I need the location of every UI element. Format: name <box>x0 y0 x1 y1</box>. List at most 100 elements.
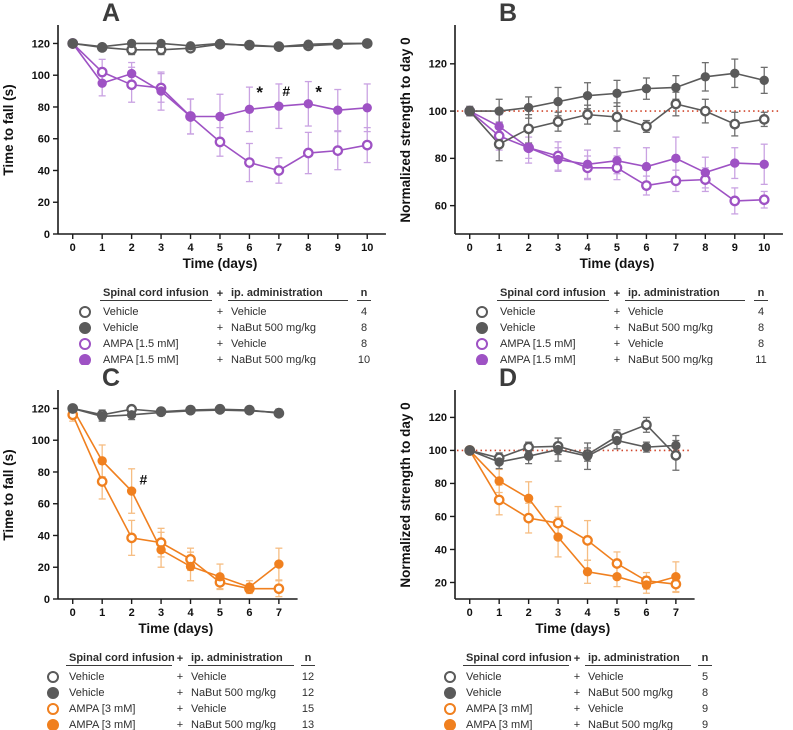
legend-infusion: AMPA [1.5 mM] <box>103 338 179 350</box>
y-tick-label: 80 <box>435 153 447 165</box>
legend-n-value: 9 <box>701 719 709 730</box>
data-point-marker <box>670 98 682 110</box>
data-point-marker <box>523 512 534 524</box>
data-point-marker <box>126 486 137 496</box>
legend-header-n: n <box>301 652 315 666</box>
data-point-marker <box>126 79 137 91</box>
legend-header-row: Spinal cord infusion + ip. administration n <box>467 285 793 302</box>
legend-header-row: Spinal cord infusion + ip. administration n <box>40 650 397 667</box>
x-axis-title: Time (days) <box>138 621 213 636</box>
filled-circle-marker-icon <box>444 719 456 730</box>
open-circle-marker-icon <box>476 338 488 350</box>
legend-plus: + <box>176 703 184 715</box>
data-point-marker <box>156 407 166 418</box>
data-point-marker <box>97 78 107 88</box>
x-tick-label: 0 <box>467 242 473 254</box>
legend-header-administration: ip. administration <box>188 652 294 666</box>
data-point-marker <box>156 545 166 555</box>
series-line <box>469 450 676 585</box>
legend-infusion: AMPA [3 mM] <box>69 719 136 730</box>
legend-row: Vehicle + Vehicle 5 <box>437 669 793 685</box>
data-point-marker <box>494 476 504 486</box>
chart-d: D 20 40 60 80 100 120 0 1 2 3 4 5 6 7 Normalized streng… <box>398 365 695 636</box>
panel-b: B 60 80 100 120 0 1 2 3 4 5 6 7 8 9 10 Normalized streng… <box>397 0 793 365</box>
filled-circle-marker-icon <box>47 719 59 730</box>
x-tick-label: 2 <box>129 607 135 619</box>
data-point-marker <box>670 175 682 187</box>
series-line <box>469 449 677 586</box>
data-point-marker <box>759 75 769 86</box>
x-tick-label: 1 <box>99 242 105 254</box>
data-point-marker <box>332 145 344 156</box>
data-point-marker <box>244 41 255 51</box>
data-point-marker <box>611 111 623 123</box>
chart-c: C 0 20 40 60 80 100 120 0 1 2 3 4 5 6 7 Time to fall (s)… <box>1 365 298 636</box>
panel-label: C <box>102 365 120 392</box>
legend-administration: Vehicle <box>231 338 267 350</box>
x-tick-label: 10 <box>758 242 770 254</box>
data-point-marker <box>758 114 770 125</box>
legend-infusion: AMPA [1.5 mM] <box>500 354 576 365</box>
x-tick-label: 2 <box>526 607 532 619</box>
y-tick-label: 40 <box>38 165 50 177</box>
panel-d: D 20 40 60 80 100 120 0 1 2 3 4 5 6 7 Normalized streng… <box>397 365 793 730</box>
legend-header-infusion: Spinal cord infusion <box>463 652 572 666</box>
y-tick-label: 40 <box>435 544 447 556</box>
y-tick-label: 120 <box>429 59 447 71</box>
data-point-marker <box>553 96 563 107</box>
filled-circle-marker-icon <box>444 687 456 699</box>
panel-label: B <box>499 0 517 27</box>
data-point-marker <box>641 121 652 132</box>
x-tick-label: 4 <box>584 242 591 254</box>
data-point-marker <box>274 559 284 569</box>
y-tick-label: 60 <box>38 134 50 146</box>
legend-n-value: 10 <box>357 354 371 365</box>
x-tick-label: 4 <box>584 607 591 619</box>
legend-header-n: n <box>698 652 712 666</box>
data-point-marker <box>612 435 622 446</box>
data-point-marker <box>333 105 343 115</box>
y-tick-label: 60 <box>435 200 447 212</box>
y-axis-title: Time to fall (s) <box>1 84 16 175</box>
data-point-marker <box>361 139 373 151</box>
panel-label: A <box>102 0 120 27</box>
data-point-marker <box>523 102 534 113</box>
data-point-marker <box>582 451 593 461</box>
legend-header-infusion: Spinal cord infusion <box>66 652 175 666</box>
open-circle-marker-icon <box>476 306 488 318</box>
legend-header-row: Spinal cord infusion + ip. administration n <box>437 650 793 667</box>
data-point-marker <box>523 441 534 453</box>
x-tick-label: 1 <box>496 607 502 619</box>
legend-header-plus: + <box>613 287 621 300</box>
x-axis-title: Time (days) <box>535 621 610 636</box>
data-point-marker <box>523 123 534 135</box>
y-tick-label: 80 <box>435 478 447 490</box>
legend-administration: Vehicle <box>628 338 664 350</box>
significance-annotation: # <box>282 83 290 99</box>
open-circle-marker-icon <box>79 306 91 318</box>
data-point-marker <box>274 101 284 111</box>
filled-circle-marker-icon <box>476 322 488 334</box>
data-point-marker <box>729 118 741 130</box>
legend-infusion: Vehicle <box>500 322 536 334</box>
filled-circle-marker-icon <box>79 354 91 365</box>
open-circle-marker-icon <box>47 703 59 715</box>
legend-n-value: 4 <box>757 306 765 318</box>
panel-a: A 0 20 40 60 80 100 120 0 1 2 3 4 5 6 7 8 9 10 Time to fall… <box>0 0 397 365</box>
x-tick-label: 7 <box>276 607 282 619</box>
legend-d: Spinal cord infusion + ip. administration n… <box>397 650 793 730</box>
data-point-marker <box>671 572 681 582</box>
legend-administration: NaBut 500 mg/kg <box>628 354 713 365</box>
data-point-marker <box>362 103 372 113</box>
legend-administration: Vehicle <box>588 671 624 683</box>
y-tick-label: 60 <box>435 511 447 523</box>
y-tick-label: 20 <box>38 562 50 574</box>
data-point-marker <box>494 121 504 132</box>
data-point-marker <box>523 143 534 153</box>
legend-plus: + <box>176 719 184 730</box>
data-point-marker <box>729 195 741 207</box>
x-tick-label: 7 <box>276 242 282 254</box>
data-point-marker <box>273 165 285 176</box>
legend-row: AMPA [1.5 mM] + Vehicle 8 <box>467 336 793 352</box>
y-tick-label: 100 <box>32 70 50 82</box>
